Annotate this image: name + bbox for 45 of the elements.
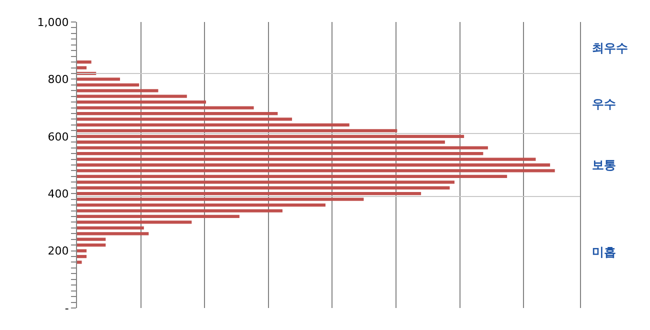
bar xyxy=(77,89,158,92)
bar xyxy=(77,214,240,218)
bar xyxy=(77,220,192,224)
bar xyxy=(77,254,87,258)
bar xyxy=(77,249,87,252)
bar xyxy=(77,152,484,156)
y-tick-label: - xyxy=(64,302,69,315)
bar xyxy=(77,260,82,264)
bar xyxy=(77,192,422,196)
text: 미흡 xyxy=(592,245,616,259)
bar xyxy=(77,180,454,184)
bar xyxy=(77,112,278,116)
bar xyxy=(77,209,282,212)
bar xyxy=(77,129,398,132)
bar xyxy=(77,163,550,167)
y-tick-label: 800 xyxy=(48,73,69,86)
bar xyxy=(77,186,450,190)
y-tick-label: 1,000 xyxy=(37,16,69,29)
y-tick-label: 600 xyxy=(48,130,69,144)
bar xyxy=(77,203,326,207)
bar xyxy=(77,226,144,230)
text: 우수 xyxy=(592,97,616,111)
bar xyxy=(77,94,187,98)
bar xyxy=(77,238,106,241)
bar xyxy=(77,60,92,64)
bar xyxy=(77,169,555,172)
bar xyxy=(77,198,364,201)
bar xyxy=(77,244,106,247)
bar xyxy=(77,106,254,110)
bar xyxy=(77,146,488,150)
bar xyxy=(77,140,445,144)
text: 최우수 xyxy=(592,41,628,55)
bar xyxy=(77,158,536,161)
bar xyxy=(77,66,87,70)
y-tick-label: 200 xyxy=(48,244,69,258)
bar xyxy=(77,123,350,127)
bar xyxy=(77,134,464,138)
bar xyxy=(77,174,508,178)
y-tick-label: 400 xyxy=(48,187,69,200)
bar xyxy=(77,232,149,236)
bar xyxy=(77,100,206,104)
bar xyxy=(77,78,120,81)
bar xyxy=(77,118,292,121)
text: 보통 xyxy=(592,158,616,172)
bar xyxy=(77,83,140,86)
